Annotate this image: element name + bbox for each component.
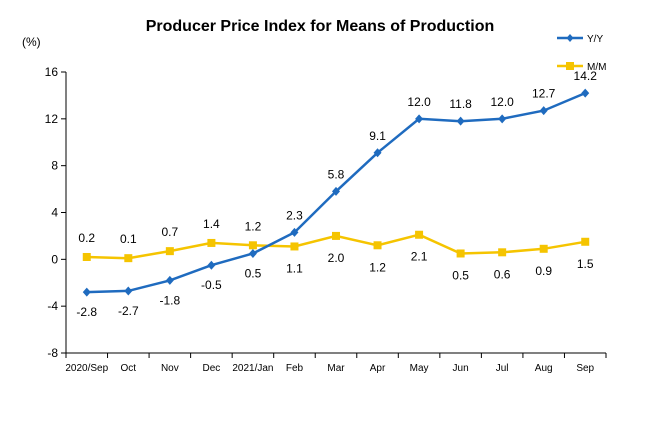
data-point-mm [207,238,216,247]
y-tick-label: 16 [45,65,59,79]
data-label: -2.7 [118,304,139,318]
data-label: -0.5 [201,278,222,292]
series-layer [82,88,590,297]
y-tick-label: -8 [47,346,58,360]
data-label: 5.8 [328,167,345,181]
legend-marker [566,34,574,42]
data-point-yy [539,106,548,116]
data-label: -2.8 [76,305,97,319]
data-point-yy [165,275,174,285]
axes: -8 -4 0 4 8 12 16 2020/Sep Oct Nov Dec 2021/Jan Feb M… [45,65,607,374]
data-point-yy [124,286,133,296]
x-tick-label: Aug [535,363,553,374]
data-point-yy [290,227,299,237]
data-point-mm [290,242,299,251]
data-point-mm [82,252,91,261]
data-label: 1.1 [286,261,303,275]
data-point-mm [124,254,133,263]
data-point-mm [581,237,590,246]
legend-marker [566,62,574,70]
data-label: 0.5 [452,268,469,282]
data-point-yy [248,248,257,258]
y-tick-label: 0 [51,252,58,266]
data-label: 12.7 [532,87,556,101]
legend-label: M/M [587,62,606,73]
data-label: 9.1 [369,129,386,143]
x-tick-label: Apr [370,363,386,374]
data-point-mm [498,248,507,257]
legend: Y/Y M/M [557,34,606,73]
data-point-yy [415,114,424,124]
data-label-layer: 0.2 0.1 0.7 1.4 1.2 1.1 2.0 1.2 2.1 0.5 0.6 0.9 1.5 -… [76,69,597,319]
data-label: 0.9 [535,264,552,278]
data-label: 1.2 [369,260,386,274]
chart-title: Producer Price Index for Means of Produc… [146,18,495,35]
data-label: 11.8 [449,97,472,111]
data-label: 0.1 [120,232,137,246]
legend-label: Y/Y [587,34,603,45]
data-label: 2.1 [411,250,428,264]
data-point-mm [165,247,174,256]
x-tick-label: Feb [286,363,304,374]
data-point-mm [373,241,382,250]
data-label: 1.4 [203,217,220,231]
data-label: 1.2 [245,219,262,233]
y-tick-label: 8 [51,159,58,173]
y-tick-label: -4 [47,299,58,313]
data-point-yy [373,148,382,158]
data-label: 12.0 [490,95,514,109]
data-point-mm [456,249,465,258]
data-point-yy [456,116,465,126]
x-tick-label: May [410,363,429,374]
data-point-yy [498,114,507,124]
data-label: 12.0 [407,95,431,109]
data-label: 0.5 [245,266,262,280]
x-tick-label: Dec [202,363,220,374]
x-tick-label: Nov [161,363,179,374]
data-point-mm [539,244,548,253]
data-point-mm [415,230,424,239]
data-point-mm [332,231,340,240]
y-tick-label: 4 [51,206,58,220]
x-tick-label: 2021/Jan [232,363,273,374]
data-label: 0.2 [78,231,95,245]
data-label: 1.5 [577,257,594,271]
x-tick-label: Sep [576,363,594,374]
x-tick-label: Jul [496,363,509,374]
data-point-yy [207,260,216,270]
y-tick-label: 12 [45,112,59,126]
data-point-yy [82,287,91,297]
data-point-yy [581,88,590,98]
data-point-mm [248,241,257,250]
data-label: 0.6 [494,267,511,281]
data-point-yy [332,186,340,196]
data-label: 0.7 [162,225,179,239]
data-label: -1.8 [160,293,181,307]
data-label: 14.2 [574,69,598,83]
data-label: 2.0 [328,251,345,265]
x-tick-label: Mar [327,363,345,374]
x-tick-label: Jun [453,363,469,374]
y-unit-label: (%) [22,35,41,49]
x-tick-label: 2020/Sep [65,363,108,374]
x-tick-label: Oct [121,363,137,374]
data-label: 2.3 [286,208,303,222]
